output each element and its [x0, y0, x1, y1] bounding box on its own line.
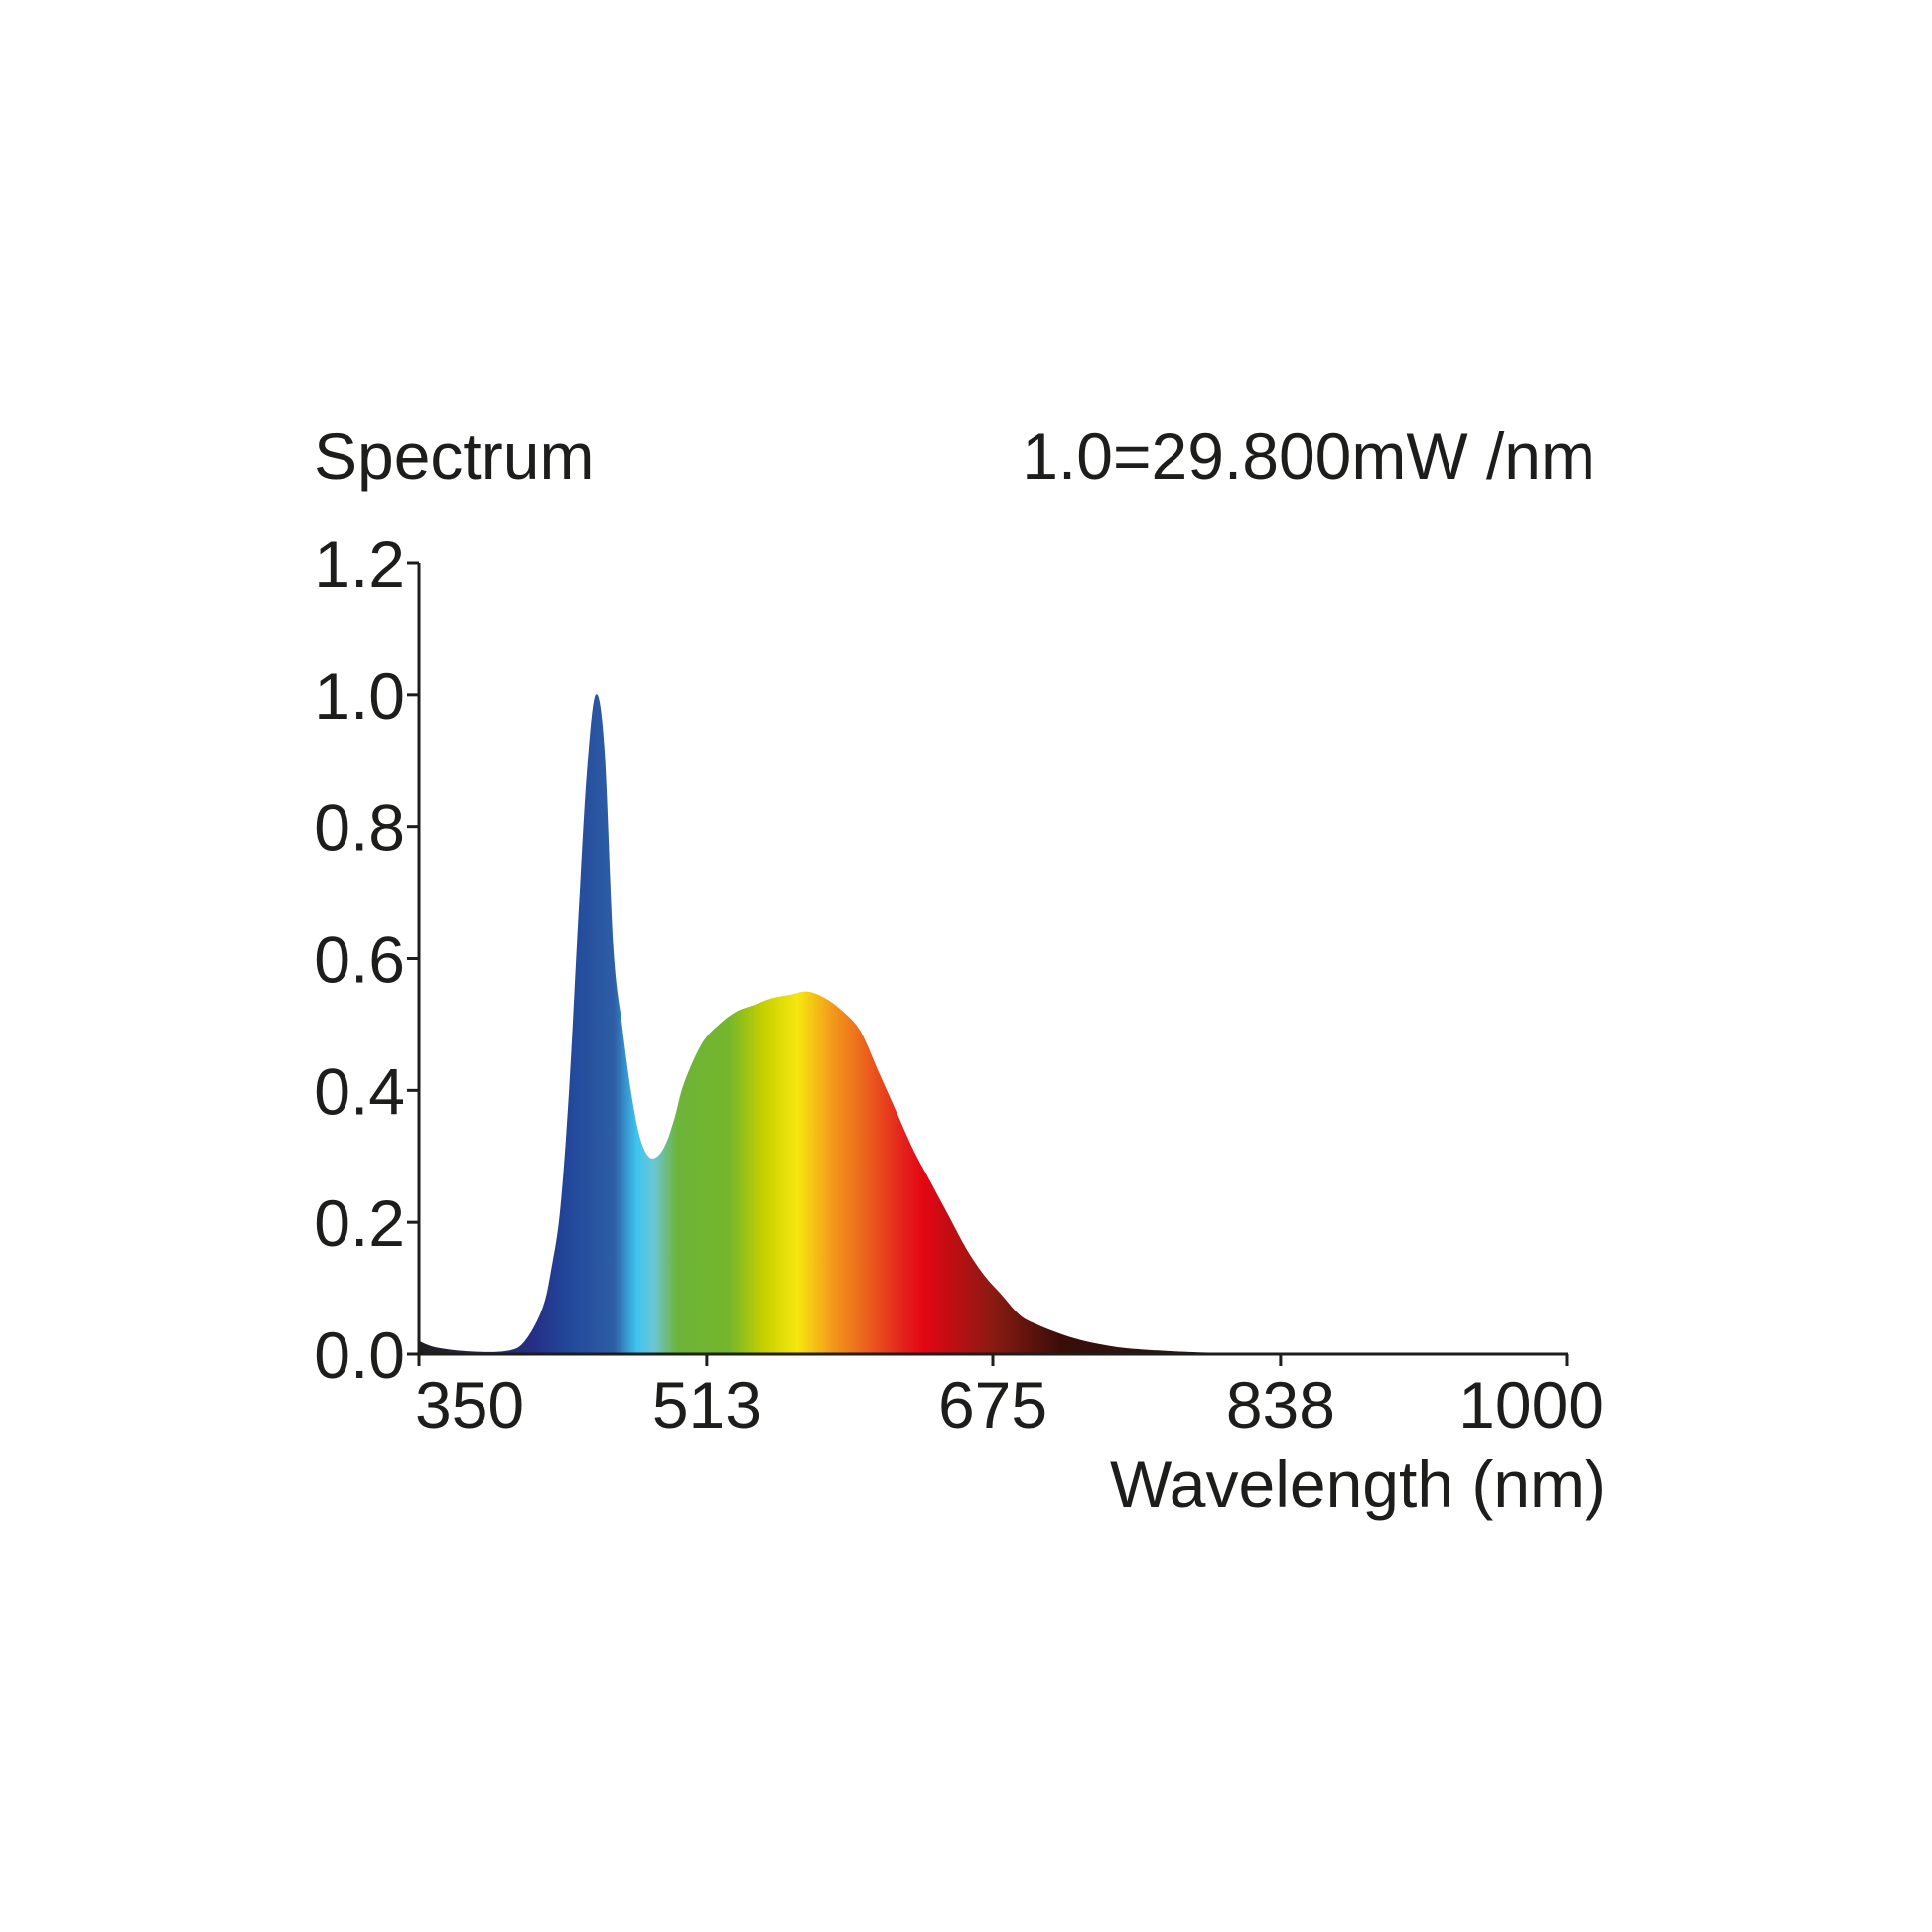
y-tick-label: 0.4 — [314, 1054, 405, 1128]
y-tick-label: 0.2 — [314, 1186, 405, 1260]
x-tick-label: 838 — [1226, 1368, 1335, 1442]
x-axis-label: Wavelength (nm) — [1110, 1448, 1606, 1521]
y-tick-label: 1.2 — [314, 527, 405, 601]
x-tick-label: 513 — [652, 1368, 761, 1442]
x-tick-label: 350 — [415, 1368, 524, 1442]
chart-title: Spectrum — [314, 419, 594, 492]
y-tick-label: 0.6 — [314, 923, 405, 997]
x-tick-label: 1000 — [1458, 1368, 1604, 1442]
spectrum-area — [419, 694, 1567, 1354]
scale-annotation: 1.0=29.800mW /nm — [1022, 419, 1595, 492]
x-tick-label: 675 — [938, 1368, 1047, 1442]
y-tick-label: 1.0 — [314, 659, 405, 733]
y-tick-label: 0.8 — [314, 791, 405, 865]
y-tick-label: 0.0 — [314, 1318, 405, 1392]
